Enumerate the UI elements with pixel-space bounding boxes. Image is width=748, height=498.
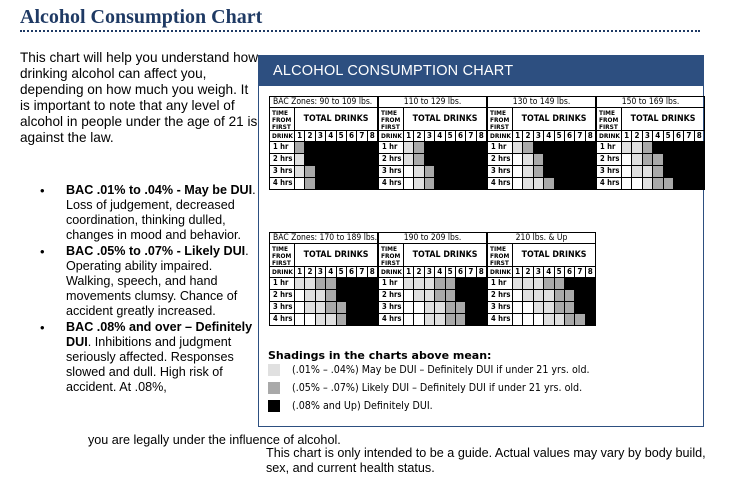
bullet-text: . Operating ability impaired. Walking, s… [66, 244, 249, 318]
title-divider [20, 30, 700, 32]
legend-item-may: (.01% – .04%) May be DUI – Definitely DU… [268, 364, 590, 376]
legend-swatch [268, 400, 280, 412]
bullet-lead: BAC .05% to .07% - Likely DUI [66, 244, 246, 258]
bac-cell [366, 313, 378, 326]
bac-cell [366, 177, 378, 190]
time-header: TIME FROM FIRST [487, 243, 513, 267]
weight-group: BAC Zones: 90 to 109 lbs. TIME FROM FIRST… [269, 96, 378, 201]
page-title: Alcohol Consumption Chart [20, 6, 263, 28]
footnote: This chart is only intended to be a guid… [266, 446, 706, 475]
bac-cell [693, 177, 705, 190]
time-header: TIME FROM FIRST [378, 107, 404, 131]
time-header: TIME FROM FIRST [378, 243, 404, 267]
hour-label: 4 hrs [487, 313, 513, 326]
total-drinks-header: TOTAL DRINKS [403, 107, 487, 131]
weight-group: 190 to 209 lbs. TIME FROM FIRST TOTAL DRIN… [378, 232, 487, 337]
legend-text: (.01% – .04%) May be DUI – Definitely DU… [292, 364, 590, 376]
bac-bullet-list: BAC .01% to .04% - May be DUI. Loss of j… [40, 183, 260, 396]
time-header: TIME FROM FIRST [269, 107, 295, 131]
time-header: TIME FROM FIRST [269, 243, 295, 267]
total-drinks-header: TOTAL DRINKS [512, 107, 596, 131]
legend-item-likely: (.05% – .07%) Likely DUI – Definitely DU… [268, 382, 582, 394]
hour-label: 4 hrs [378, 313, 404, 326]
bullet-tail-text: you are legally under the influence of a… [88, 433, 341, 447]
bullet-lead: BAC .01% to .04% - May be DUI [66, 183, 253, 197]
legend-item-definite: (.08% and Up) Definitely DUI. [268, 400, 433, 412]
bullet-text: . Inhibitions and judgment seriously aff… [66, 335, 234, 394]
hour-label: 4 hrs [269, 313, 295, 326]
bac-cell [584, 313, 596, 326]
bullet-item-3: BAC .08% and over – Definitely DUI. Inhi… [40, 320, 260, 395]
legend-text: (.05% – .07%) Likely DUI – Definitely DU… [292, 382, 583, 394]
chart-panel: ALCOHOL CONSUMPTION CHART [258, 55, 704, 427]
weight-group: 130 to 149 lbs. TIME FROM FIRST TOTAL DRIN… [487, 96, 596, 201]
legend-swatch [268, 382, 280, 394]
weight-group: 110 to 129 lbs. TIME FROM FIRST TOTAL DRIN… [378, 96, 487, 201]
legend-swatch [268, 364, 280, 376]
legend-title: Shadings in the charts above mean: [268, 349, 492, 362]
bullet-text: . Loss of judgement, decreased coordinat… [66, 183, 256, 242]
weight-group: BAC Zones: 170 to 189 lbs. TIME FROM FIRS… [269, 232, 378, 337]
bullet-item-2: BAC .05% to .07% - Likely DUI. Operating… [40, 244, 260, 319]
hour-label: 4 hrs [378, 177, 404, 190]
bac-cell [475, 177, 487, 190]
chart-heading: ALCOHOL CONSUMPTION CHART [259, 56, 703, 86]
hour-label: 4 hrs [269, 177, 295, 190]
bullet-item-1: BAC .01% to .04% - May be DUI. Loss of j… [40, 183, 260, 243]
time-header: TIME FROM FIRST [487, 107, 513, 131]
time-header: TIME FROM FIRST [596, 107, 622, 131]
intro-paragraph: This chart will help you understand how … [20, 50, 259, 145]
weight-group: 150 to 169 lbs. TIME FROM FIRST TOTAL DRIN… [596, 96, 705, 201]
hour-label: 4 hrs [487, 177, 513, 190]
total-drinks-header: TOTAL DRINKS [621, 107, 705, 131]
bac-cell [584, 177, 596, 190]
bac-cell [475, 313, 487, 326]
total-drinks-header: TOTAL DRINKS [512, 243, 596, 267]
total-drinks-header: TOTAL DRINKS [403, 243, 487, 267]
total-drinks-header: TOTAL DRINKS [294, 243, 378, 267]
hour-label: 4 hrs [596, 177, 622, 190]
weight-group: 210 lbs. & Up TIME FROM FIRST TOTAL DRINKS… [487, 232, 596, 337]
bullet-lead: BAC .08% and over – Definitely DUI [66, 320, 253, 349]
legend-text: (.08% and Up) Definitely DUI. [292, 400, 433, 412]
total-drinks-header: TOTAL DRINKS [294, 107, 378, 131]
